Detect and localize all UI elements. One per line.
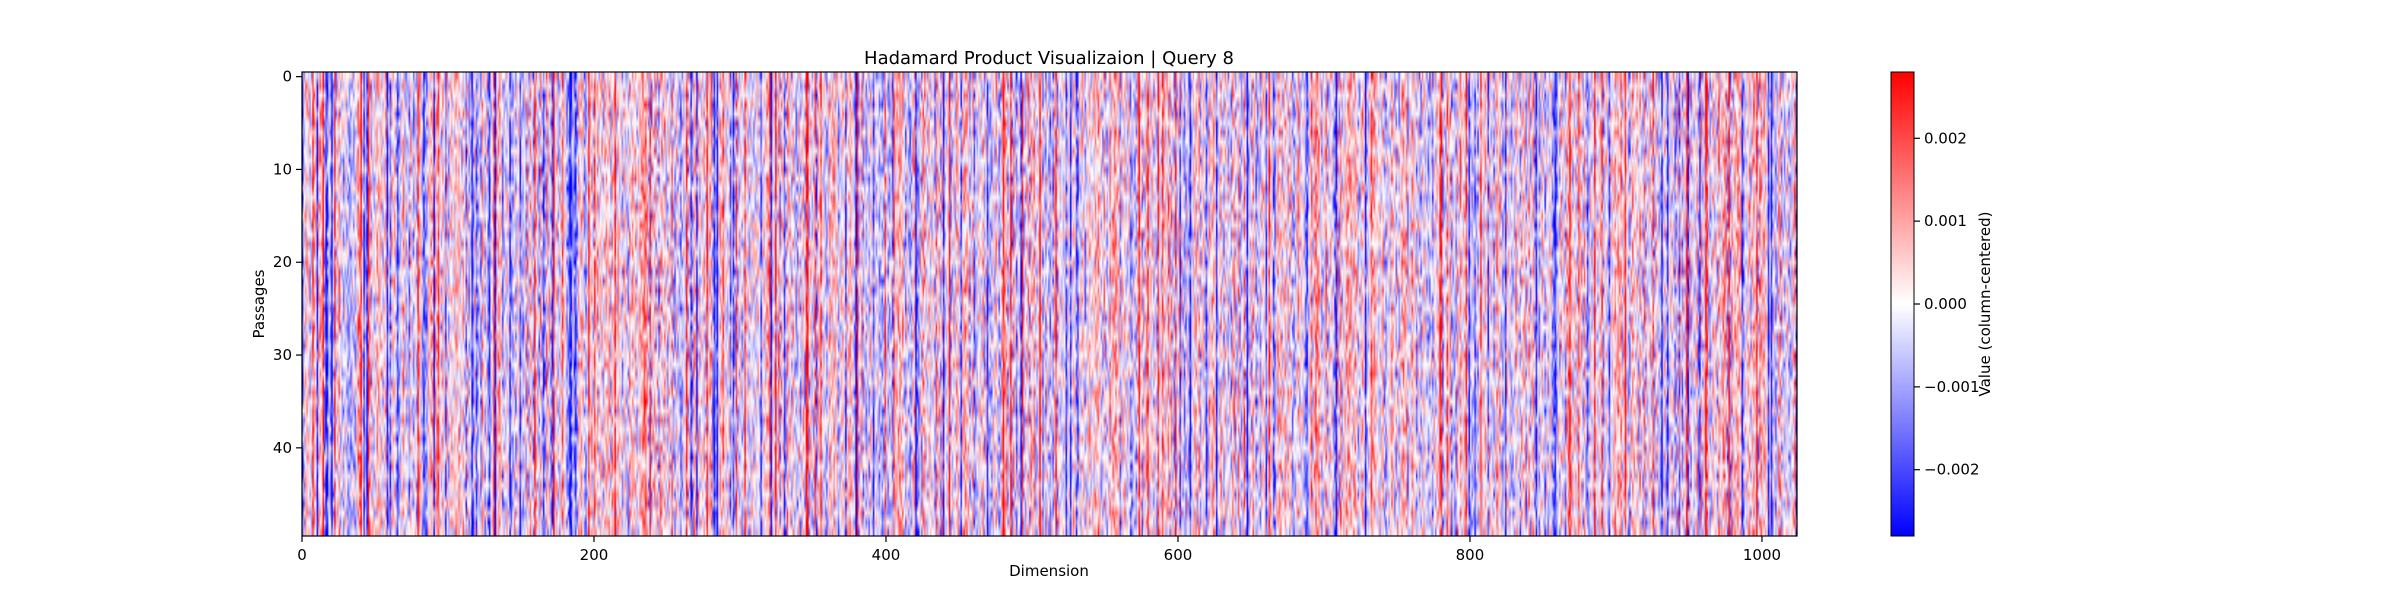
colorbar-tick-label: 0.000 [1924, 295, 1967, 313]
colorbar-tick-label: 0.002 [1924, 129, 1967, 147]
x-axis-label: Dimension [1009, 562, 1089, 580]
x-tick-label: 400 [872, 546, 901, 564]
colorbar-label: Value (column-centered) [1976, 212, 1994, 397]
colorbar-tick-label: −0.002 [1924, 461, 1980, 479]
y-tick-label: 10 [273, 160, 292, 178]
x-axis: 0 200 400 600 800 1000 [297, 536, 1781, 564]
y-tick-label: 30 [273, 346, 292, 364]
x-tick-label: 0 [297, 546, 307, 564]
colorbar-tick-label: 0.001 [1924, 212, 1967, 230]
colorbar-tick-label: −0.001 [1924, 378, 1980, 396]
y-tick-label: 0 [282, 68, 292, 86]
y-axis: 0 10 20 30 40 [273, 68, 302, 457]
plot-frame [301, 71, 1798, 537]
y-tick-label: 40 [273, 439, 292, 457]
chart-title: Hadamard Product Visualizaion | Query 8 [864, 48, 1234, 69]
heatmap-cells [302, 72, 1797, 536]
colorbar-gradient [1890, 71, 1915, 537]
x-tick-label: 600 [1164, 546, 1193, 564]
colorbar: 0.002 0.001 0.000 −0.001 −0.002 Value (colum… [1890, 71, 1994, 537]
heatmap-plot-area [302, 72, 1797, 536]
y-axis-label: Passages [250, 269, 268, 338]
x-tick-label: 1000 [1743, 546, 1781, 564]
y-tick-label: 20 [273, 253, 292, 271]
x-tick-label: 200 [580, 546, 609, 564]
x-tick-label: 800 [1456, 546, 1485, 564]
